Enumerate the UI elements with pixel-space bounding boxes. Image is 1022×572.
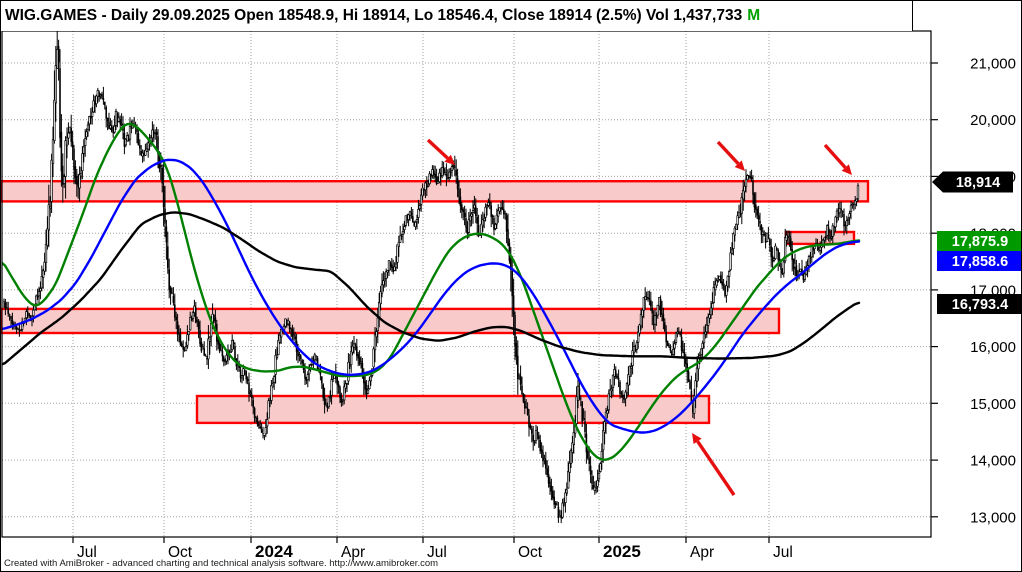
last-price-badge xyxy=(932,171,1013,193)
chart-title-bar: WIG.GAMES - Daily 29.09.2025 Open 18548.… xyxy=(1,1,913,31)
grid-layer xyxy=(2,31,931,537)
x-axis-label: 2024 xyxy=(255,542,293,561)
moving-averages-layer xyxy=(2,122,861,461)
indicator-value-badge xyxy=(937,251,1021,271)
red-arrow-shaft xyxy=(696,440,736,496)
y-axis-label: 21,000 xyxy=(970,56,1016,73)
x-axis-label: Oct xyxy=(518,544,543,561)
indicator-value-badge-label: 16,793.4 xyxy=(952,297,1008,313)
x-axis-label: Jul xyxy=(773,544,793,561)
red-arrow-shaft xyxy=(426,138,449,160)
indicator-value-badge-label: 17,875.9 xyxy=(952,234,1008,250)
amibroker-credit-line: Created with AmiBroker - advanced charti… xyxy=(4,558,439,569)
ma-fast-green xyxy=(2,122,861,461)
support-resistance-zone xyxy=(1,307,781,335)
x-axis-label: Jul xyxy=(77,544,97,561)
y-axis-label: 15,000 xyxy=(970,396,1016,413)
indicator-value-badge xyxy=(937,231,1021,251)
red-arrow-head xyxy=(841,164,852,175)
chart-title-ma-label: M xyxy=(747,7,761,24)
x-axis-label: Oct xyxy=(168,544,193,561)
red-arrow-shaft xyxy=(716,140,740,165)
ma-medium-blue xyxy=(2,158,861,434)
last-price-badge-label: 18,914 xyxy=(956,175,1000,191)
axis-badges-layer: 18,914 17,875.9 17,858.6 16,793.4 xyxy=(932,171,1021,314)
y-axis-label: 16,000 xyxy=(970,339,1016,356)
red-arrow-shaft xyxy=(823,143,847,169)
red-arrow-head xyxy=(692,433,702,444)
axes-layer: 21,00020,00019,00018,00017,00016,00015,0… xyxy=(1,30,1016,561)
red-arrow-head xyxy=(734,160,745,171)
y-axis-label: 14,000 xyxy=(970,453,1016,470)
x-axis-label: 2025 xyxy=(603,542,641,561)
ma-slow-black xyxy=(2,211,861,366)
x-axis-label: Apr xyxy=(341,544,365,561)
annotation-arrows-layer xyxy=(426,138,852,496)
y-axis-label: 13,000 xyxy=(970,509,1016,526)
chart-title: WIG.GAMES - Daily 29.09.2025 Open 18548.… xyxy=(5,7,743,24)
x-axis-label: Apr xyxy=(690,544,714,561)
support-resistance-zone xyxy=(195,394,711,425)
support-resistance-zone xyxy=(1,179,870,203)
plot-border xyxy=(1,30,932,538)
candles-layer xyxy=(3,31,860,524)
x-axis-label: Jul xyxy=(427,544,447,561)
indicator-value-badge xyxy=(937,294,1021,314)
red-arrow-head xyxy=(444,154,455,165)
y-axis-label: 20,000 xyxy=(970,112,1016,129)
zones-layer xyxy=(1,179,870,425)
indicator-value-badge-label: 17,858.6 xyxy=(952,254,1008,270)
